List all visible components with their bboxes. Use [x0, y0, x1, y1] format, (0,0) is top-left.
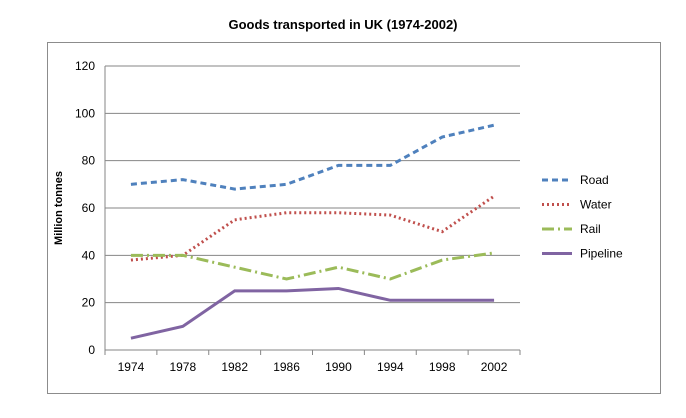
legend-label-water: Water [580, 198, 612, 212]
x-tick-label: 1978 [169, 360, 196, 374]
x-tick-label: 1998 [429, 360, 456, 374]
y-tick-label: 60 [82, 201, 96, 215]
y-tick-label: 80 [82, 154, 96, 168]
y-axis-label: Million tonnes [53, 171, 65, 245]
chart-title: Goods transported in UK (1974-2002) [228, 17, 458, 32]
x-tick-label: 1990 [325, 360, 352, 374]
series-line-pipeline [130, 286, 495, 340]
series-line-road [130, 123, 495, 191]
x-tick-label: 1986 [273, 360, 300, 374]
x-tick-label: 2002 [481, 360, 508, 374]
legend-label-pipeline: Pipeline [580, 247, 623, 261]
y-tick-label: 0 [88, 343, 95, 357]
series-line-rail [130, 251, 495, 281]
x-tick-label: 1974 [118, 360, 145, 374]
series-line-water [130, 194, 495, 262]
y-tick-label: 40 [82, 248, 96, 262]
y-tick-label: 100 [75, 106, 95, 120]
y-tick-label: 120 [75, 59, 95, 73]
y-tick-label: 20 [82, 296, 96, 310]
chart-frame [47, 42, 661, 394]
legend-label-road: Road [580, 173, 609, 187]
x-tick-label: 1994 [377, 360, 404, 374]
legend-label-rail: Rail [580, 222, 601, 236]
x-tick-label: 1982 [221, 360, 248, 374]
